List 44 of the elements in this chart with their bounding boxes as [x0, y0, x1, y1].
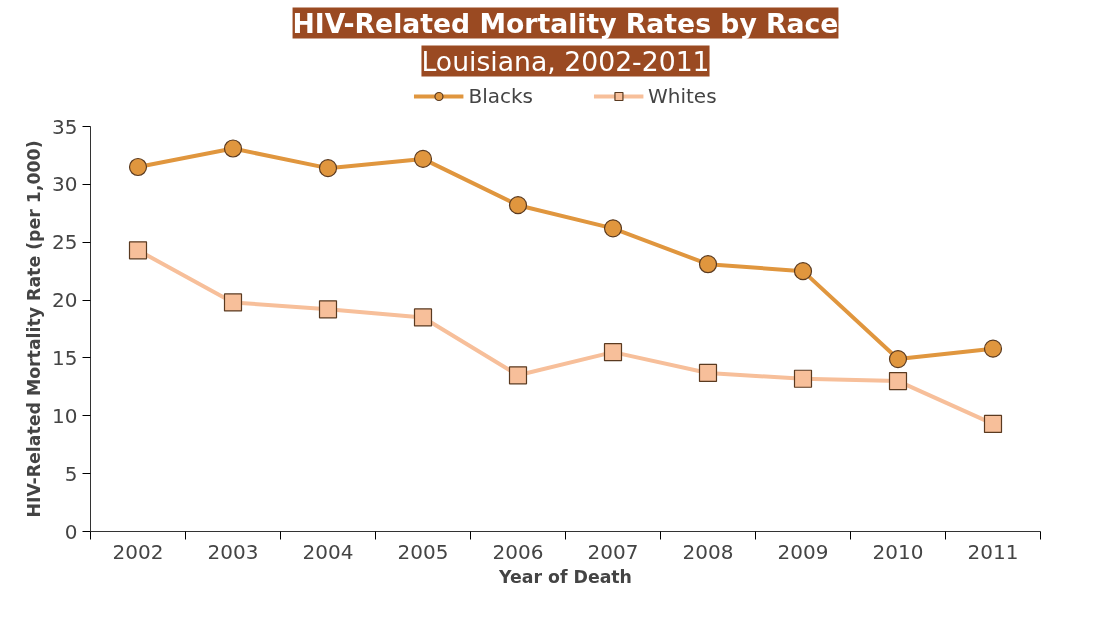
x-tick-label: 2004 — [302, 539, 354, 564]
point — [508, 366, 528, 385]
x-tick-label: 2005 — [397, 539, 449, 564]
y-tick-label: 35 — [52, 114, 78, 139]
point — [223, 293, 243, 312]
point — [223, 139, 243, 158]
point — [318, 159, 338, 178]
y-tick-label: 25 — [52, 230, 78, 255]
point — [128, 157, 148, 177]
y-tick-label: 10 — [52, 403, 78, 428]
x-tick-label: 2011 — [967, 539, 1019, 564]
chart-title: HIV-Related Mortality Rates by Race — [292, 7, 839, 39]
y-tick-label: 15 — [52, 345, 78, 370]
x-tick-label: 2009 — [777, 539, 829, 564]
point — [508, 196, 528, 215]
point — [603, 219, 623, 238]
x-tick-label: 2010 — [872, 539, 924, 564]
point — [793, 262, 813, 281]
point — [983, 339, 1003, 358]
point — [413, 149, 433, 168]
y-tick-label: 20 — [52, 288, 78, 313]
point — [318, 300, 338, 319]
x-tick-label: 2003 — [207, 539, 259, 564]
x-tick-label: 2002 — [112, 539, 164, 564]
x-tick-label: 2008 — [682, 539, 734, 564]
x-tick-label: 2006 — [492, 539, 544, 564]
legend-label: Whites — [647, 84, 717, 108]
y-tick-label: 5 — [64, 461, 78, 486]
point — [603, 343, 623, 362]
point — [413, 308, 433, 327]
y-axis-title: HIV-Related Mortality Rate (per 1,000) — [24, 140, 45, 518]
chart-subtitle: Louisiana, 2002-2011 — [421, 45, 710, 77]
y-tick-label: 0 — [64, 519, 78, 544]
y-tick-label: 30 — [52, 172, 78, 197]
point — [793, 369, 813, 388]
point — [888, 350, 908, 369]
x-tick-label: 2007 — [587, 539, 639, 564]
point — [983, 414, 1003, 433]
point — [128, 241, 148, 260]
x-axis-title: Year of Death — [498, 566, 632, 587]
point — [698, 363, 718, 383]
point — [698, 255, 718, 274]
point — [888, 371, 908, 391]
legend-label: Blacks — [468, 84, 533, 108]
